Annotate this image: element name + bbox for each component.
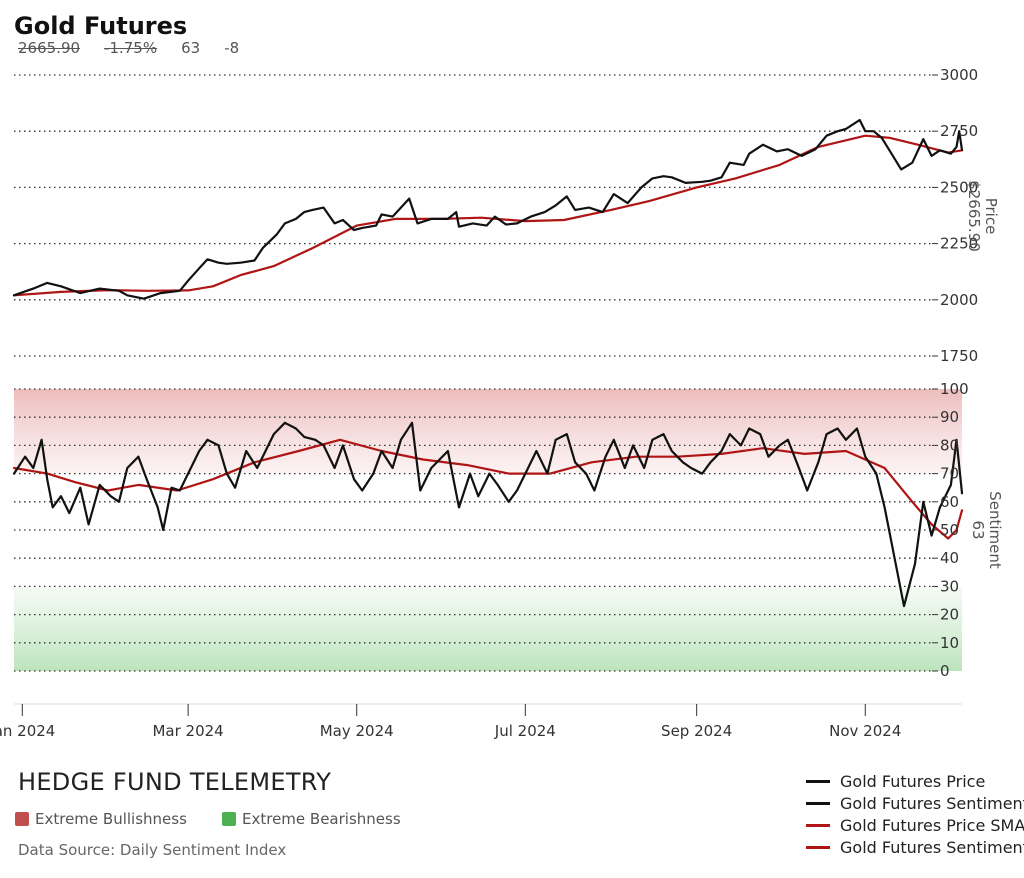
legend-line-swatch — [806, 801, 830, 805]
x-tick-label: Sep 2024 — [661, 722, 732, 740]
sentiment-change: -8 — [224, 39, 240, 57]
sentiment-y-90-tick-label: 90 — [940, 408, 959, 426]
x-tick-label: Nov 2024 — [829, 722, 901, 740]
sentiment-y-80-tick-label: 80 — [940, 436, 959, 454]
legend-label: Gold Futures Price — [840, 771, 986, 791]
x-tick-label: May 2024 — [320, 722, 394, 740]
sentiment-y-20-tick-label: 20 — [940, 606, 959, 624]
legend-label: Gold Futures Price SMA — [840, 815, 1024, 835]
legend-label: Gold Futures Sentiment SMA — [840, 837, 1024, 857]
bearish-swatch — [222, 812, 236, 826]
price-line — [12, 118, 964, 300]
sentiment-y-50-tick-label: 50 — [940, 521, 959, 539]
key-bullish-label: Extreme Bullishness — [35, 810, 187, 828]
sentiment-y-100-tick-label: 100 — [940, 380, 969, 398]
chart-title: Gold Futures — [14, 12, 188, 40]
key-extreme-bullishness: Extreme Bullishness — [15, 810, 187, 828]
legend-label: Gold Futures Sentiment — [840, 793, 1024, 813]
x-tick-label: Jul 2024 — [494, 722, 556, 740]
brand-name: HEDGE FUND TELEMETRY — [18, 768, 332, 796]
quote-line: 2665.90 -1.75% 63 -8 — [18, 39, 263, 57]
x-tick-label: Jan 2024 — [0, 722, 55, 740]
price-y-3000-tick-label: 3000 — [940, 66, 978, 84]
last-price: 2665.90 — [18, 39, 81, 57]
price-sma-line — [12, 134, 964, 297]
legend-item: Gold Futures Price — [806, 770, 1024, 792]
price-y-2500-tick-label: 2500 — [940, 178, 978, 196]
sentiment-sma-line — [12, 438, 964, 540]
price-axis-title: Price$2665.90 — [965, 180, 1000, 252]
legend-item: Gold Futures Sentiment SMA — [806, 836, 1024, 858]
price-y-2750-tick-label: 2750 — [940, 122, 978, 140]
sentiment-axis-title-line-2: 63 — [969, 520, 987, 539]
legend-item: Gold Futures Sentiment — [806, 792, 1024, 814]
price-axis-title-line-1: Price — [982, 198, 1000, 235]
extreme-bullishness-band — [14, 389, 962, 474]
sentiment-value: 63 — [181, 39, 201, 57]
series-legend: Gold Futures Price Gold Futures Sentiment… — [806, 770, 1024, 858]
extreme-bearishness-band — [14, 586, 962, 671]
price-y-2250-tick-label: 2250 — [940, 235, 978, 253]
sentiment-y-60-tick-label: 60 — [940, 493, 959, 511]
price-y-2000-tick-label: 2000 — [940, 291, 978, 309]
legend-line-swatch — [806, 779, 830, 783]
sentiment-y-40-tick-label: 40 — [940, 549, 959, 567]
sentiment-y-0-tick-label: 0 — [940, 662, 950, 680]
sentiment-line — [12, 421, 964, 608]
legend-line-swatch — [806, 845, 830, 849]
bullish-swatch — [15, 812, 29, 826]
chart-svg: 3000275025002250200017501009080706050403… — [0, 66, 1004, 740]
price-change-percent: -1.75% — [104, 39, 158, 57]
key-bearish-label: Extreme Bearishness — [242, 810, 401, 828]
key-extreme-bearishness: Extreme Bearishness — [222, 810, 401, 828]
sentiment-y-70-tick-label: 70 — [940, 465, 959, 483]
price-y-1750-tick-label: 1750 — [940, 347, 978, 365]
sentiment-axis-title-line-1: Sentiment — [986, 491, 1004, 569]
sentiment-y-30-tick-label: 30 — [940, 577, 959, 595]
sentiment-y-10-tick-label: 10 — [940, 634, 959, 652]
legend-item: Gold Futures Price SMA — [806, 814, 1024, 836]
data-source: Data Source: Daily Sentiment Index — [18, 841, 287, 859]
x-tick-label: Mar 2024 — [152, 722, 223, 740]
legend-line-swatch — [806, 823, 830, 827]
price-axis-title-line-2: $2665.90 — [965, 180, 983, 252]
